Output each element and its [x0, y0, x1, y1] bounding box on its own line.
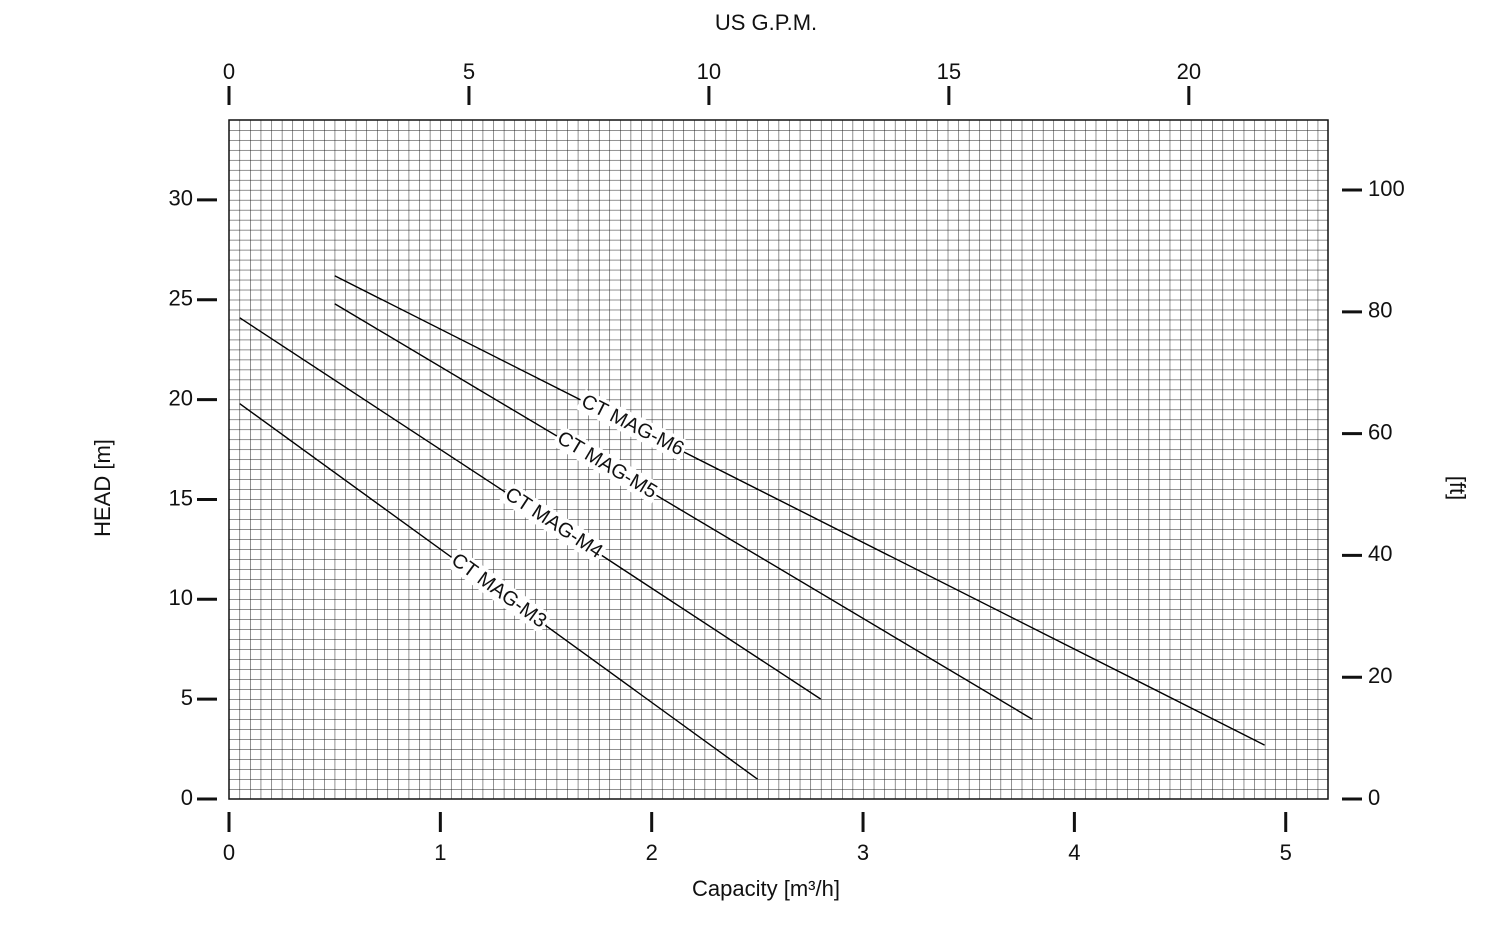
x2-tick-label: 15: [937, 59, 961, 84]
series-label-bg: [551, 426, 663, 505]
x-tick-label: 1: [434, 840, 446, 865]
y-tick-label: 25: [169, 286, 193, 311]
y2-axis-title: [ft]: [1445, 476, 1470, 500]
series-label-bg: [575, 389, 690, 462]
series-label-bg: [499, 482, 609, 565]
y-tick-label: 15: [169, 485, 193, 510]
x-tick-label: 4: [1068, 840, 1080, 865]
x2-tick-label: 0: [223, 59, 235, 84]
series-line: [334, 303, 1033, 720]
x-tick-label: 5: [1280, 840, 1292, 865]
x-tick-label: 2: [646, 840, 658, 865]
y2-tick-label: 60: [1368, 419, 1392, 444]
x2-tick-label: 10: [697, 59, 721, 84]
y-tick-label: 10: [169, 585, 193, 610]
y-tick-label: 30: [169, 186, 193, 211]
x-tick-label: 0: [223, 840, 235, 865]
x-tick-label: 3: [857, 840, 869, 865]
y2-tick-label: 40: [1368, 541, 1392, 566]
plot-grid: [228, 119, 1329, 800]
top-axis-title: US G.P.M.: [715, 10, 817, 35]
y2-tick-label: 0: [1368, 785, 1380, 810]
y2-tick-label: 80: [1368, 298, 1392, 323]
series-label-bg: [445, 547, 553, 634]
y-tick-label: 0: [181, 785, 193, 810]
x2-tick-label: 20: [1177, 59, 1201, 84]
y2-tick-label: 20: [1368, 663, 1392, 688]
x-axis-title: Capacity [m³/h]: [692, 876, 840, 901]
y-tick-label: 5: [181, 685, 193, 710]
series-line: [334, 275, 1265, 746]
y-axis-title: HEAD [m]: [90, 439, 115, 537]
x2-tick-label: 5: [463, 59, 475, 84]
y2-tick-label: 100: [1368, 176, 1405, 201]
y-tick-label: 20: [169, 385, 193, 410]
